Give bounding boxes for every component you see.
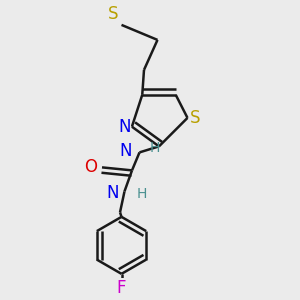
Text: S: S: [108, 5, 119, 23]
Text: S: S: [190, 109, 200, 127]
Text: H: H: [150, 141, 160, 155]
Text: N: N: [119, 142, 132, 160]
Text: N: N: [118, 118, 131, 136]
Text: O: O: [85, 158, 98, 176]
Text: H: H: [136, 188, 147, 201]
Text: F: F: [117, 279, 126, 297]
Text: N: N: [106, 184, 118, 202]
